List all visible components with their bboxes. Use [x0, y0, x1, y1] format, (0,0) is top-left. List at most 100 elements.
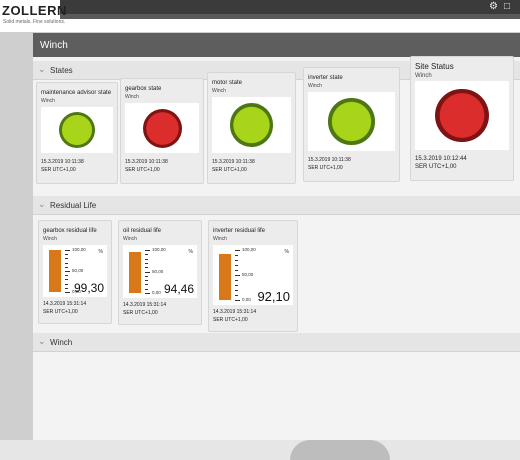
scale-label: 100,00 [152, 247, 166, 252]
page-bottom-shape [290, 440, 390, 460]
scale-tick [145, 275, 148, 277]
scale-tick [235, 270, 238, 271]
state-card[interactable]: gearbox state Winch 15.3.2019 10:11:38 SER … [120, 78, 204, 184]
scale-tick [65, 262, 68, 264]
chevron-down-icon[interactable]: ⌄ [38, 64, 46, 74]
residual-card-body: 100,00 50,00 0,00% 94,46 [123, 245, 197, 298]
state-card-body [415, 81, 509, 150]
state-card-body [41, 107, 113, 153]
residual-card-title: inverter residual life [213, 228, 266, 234]
state-card-timestamp: 15.3.2019 10:11:38 [308, 157, 351, 163]
zollern-logo: ZOLLERN [2, 3, 67, 18]
export-icon[interactable]: □ [503, 1, 516, 12]
header-icons: ⚙□ [489, 1, 516, 12]
state-card-subtitle: Winch [415, 73, 432, 79]
residual-card-timestamp: 14.3.2019 15:31:14 [123, 302, 167, 308]
state-card-subtitle: Winch [41, 98, 55, 104]
scale-tick [235, 255, 238, 256]
scale-tick [235, 280, 238, 281]
state-card-subtitle: Winch [308, 83, 322, 89]
status-lamp-green [328, 98, 375, 145]
state-card-timezone: SER UTC+1,00 [41, 167, 76, 173]
status-lamp-green [59, 112, 95, 148]
scale-tick [145, 271, 150, 273]
state-card-timestamp: 15.3.2019 10:11:38 [212, 159, 255, 165]
scale-label: 100,00 [242, 247, 256, 252]
state-card[interactable]: maintenance advisor state Winch 15.3.2019 … [36, 82, 118, 184]
residual-card-timezone: SER UTC+1,00 [43, 309, 78, 315]
residual-value: 92,10 [257, 289, 290, 304]
scale-tick [235, 300, 240, 301]
scale-tick [145, 284, 148, 286]
state-card-body [212, 97, 291, 153]
section-residual-header[interactable]: ⌄ Residual Life [33, 196, 520, 215]
residual-card-timestamp: 14.3.2019 15:31:14 [43, 301, 87, 307]
section-winch-header[interactable]: ⌄ Winch [33, 333, 520, 352]
logo-tagline: Solid metals. Fine solutions. [3, 19, 66, 25]
residual-card-timezone: SER UTC+1,00 [123, 310, 158, 316]
scale-tick [65, 266, 68, 268]
scale-tick [235, 260, 238, 261]
scale-tick [65, 258, 68, 260]
residual-bar-fill [129, 252, 141, 293]
state-card-title: gearbox state [125, 86, 162, 92]
scale-label: 100,00 [72, 247, 86, 252]
section-states-label: States [50, 66, 73, 75]
scale-tick [65, 254, 68, 256]
chevron-down-icon[interactable]: ⌄ [38, 336, 46, 346]
section-residual-label: Residual Life [50, 201, 97, 210]
scale-tick [235, 295, 238, 296]
residual-bar-fill [219, 253, 231, 300]
residual-card-subtitle: Winch [213, 236, 227, 242]
scale-label: 0,00 [242, 297, 251, 302]
scale-tick [145, 293, 150, 294]
settings-icon[interactable]: ⚙ [488, 1, 504, 12]
scale-tick [65, 271, 70, 272]
scale-tick [235, 250, 240, 251]
residual-bar [129, 250, 141, 293]
residual-card[interactable]: oil residual life Winch 100,00 50,00 0,00% 94… [118, 220, 202, 325]
residual-card[interactable]: gearbox residual life Winch 100,00 50,00 0,0… [38, 220, 112, 324]
scale-tick [145, 280, 148, 282]
scale-tick [235, 290, 238, 291]
residual-card-timestamp: 14.3.2019 15:31:14 [213, 309, 257, 315]
scale-tick [65, 250, 70, 251]
residual-card-timezone: SER UTC+1,00 [213, 317, 248, 323]
page-titlebar: Winch [33, 33, 520, 57]
state-card-title: maintenance advisor state [41, 90, 112, 96]
state-card-timestamp: 15.3.2019 10:11:38 [125, 159, 168, 165]
scale-tick [145, 267, 148, 269]
page-title: Winch [40, 40, 68, 51]
state-card-title: inverter state [308, 75, 343, 81]
residual-card-body: 100,00 50,00 0,00% 92,10 [213, 245, 293, 305]
state-card-title: Site Status [415, 62, 454, 71]
status-lamp-green [229, 103, 274, 147]
residual-card[interactable]: inverter residual life Winch 100,00 50,00 0,… [208, 220, 298, 332]
state-card-body [125, 103, 199, 153]
state-card[interactable]: Site Status Winch 15.3.2019 10:12:44 SER UT… [410, 56, 514, 181]
chevron-down-icon[interactable]: ⌄ [38, 199, 46, 209]
unit-label: % [284, 249, 289, 255]
scale-tick [235, 265, 238, 266]
state-card[interactable]: motor state Winch 15.3.2019 10:11:38 SER UT… [207, 72, 296, 184]
residual-value: 94,46 [163, 282, 194, 296]
state-card-title: motor state [212, 80, 243, 86]
state-card-timezone: SER UTC+1,00 [212, 167, 247, 173]
top-header: ZOLLERN Solid metals. Fine solutions. ⚙□ [0, 0, 520, 32]
scale-label: 50,00 [72, 268, 84, 273]
scale-tick [65, 287, 68, 289]
residual-bar [49, 250, 61, 292]
status-lamp-red [142, 108, 182, 148]
residual-bar-fill [49, 250, 61, 292]
residual-card-subtitle: Winch [123, 236, 137, 242]
unit-label: % [98, 249, 103, 255]
state-card-timezone: SER UTC+1,00 [415, 164, 457, 170]
residual-card-title: gearbox residual life [43, 228, 97, 234]
scale-tick [145, 254, 148, 256]
scale-tick [65, 279, 68, 281]
header-dark-band-lower [60, 14, 520, 19]
state-card[interactable]: inverter state Winch 15.3.2019 10:11:38 SER… [303, 67, 400, 182]
page-bottom-edge [0, 440, 520, 460]
residual-value: 99,30 [73, 281, 104, 295]
state-card-timestamp: 15.3.2019 10:11:38 [41, 159, 84, 165]
